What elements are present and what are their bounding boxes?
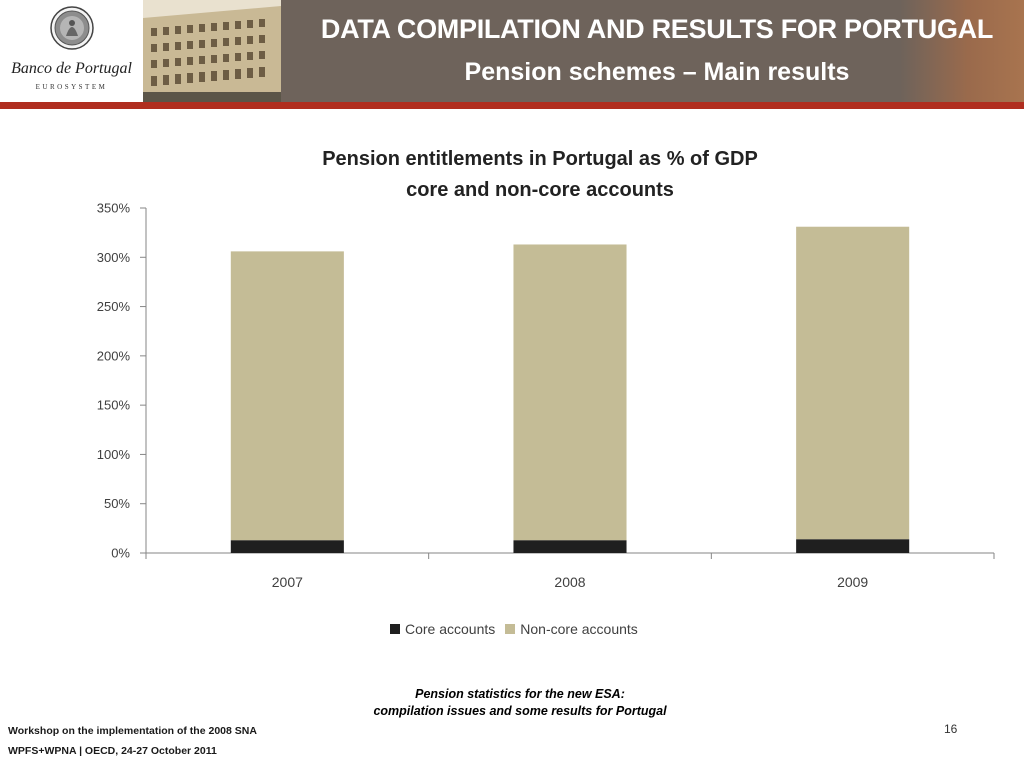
chart-legend: Core accounts Non-core accounts xyxy=(390,619,648,639)
chart-title: Pension entitlements in Portugal as % of… xyxy=(322,148,758,170)
chart-subtitle: core and non-core accounts xyxy=(406,179,674,201)
y-tick-label: 0% xyxy=(111,546,130,561)
stacked-bar-chart: 0% 50% 100% 150% 200% 250% 300% 350% 2007 2008 200… xyxy=(97,201,995,590)
legend-item: Non-core accounts xyxy=(505,621,638,637)
y-tick-label: 150% xyxy=(97,398,131,413)
bank-logo: Banco de Portugal EUROSYSTEM xyxy=(0,0,143,102)
y-tick-label: 250% xyxy=(97,299,131,314)
footer-caption: Pension statistics for the new ESA: comp… xyxy=(330,686,710,720)
logo-subtitle: EUROSYSTEM xyxy=(35,83,108,91)
bar-non-core-accounts xyxy=(796,226,910,540)
footer-caption-line2: compilation issues and some results for … xyxy=(373,704,667,718)
y-tick-label: 100% xyxy=(97,447,131,462)
y-tick-label: 50% xyxy=(104,496,130,511)
slide-title: DATA COMPILATION AND RESULTS FOR PORTUGA… xyxy=(320,14,994,44)
legend-item: Core accounts xyxy=(390,621,495,637)
legend-swatch xyxy=(505,624,516,634)
x-category-label: 2007 xyxy=(272,574,303,590)
x-category-label: 2009 xyxy=(837,574,868,590)
x-category-label: 2008 xyxy=(554,574,585,590)
legend-label: Core accounts xyxy=(405,621,496,637)
workshop-info: Workshop on the implementation of the 20… xyxy=(8,721,257,761)
y-tick-label: 200% xyxy=(97,348,131,363)
legend-label: Non-core accounts xyxy=(520,621,638,637)
building-photo xyxy=(143,0,281,102)
slide-header: Banco de Portugal EUROSYSTEM xyxy=(0,0,1024,102)
footer-caption-line1: Pension statistics for the new ESA: xyxy=(415,687,625,701)
seal-icon xyxy=(50,6,94,50)
workshop-line2: WPFS+WPNA | OECD, 24-27 October 2011 xyxy=(8,745,217,757)
slide-subtitle: Pension schemes – Main results xyxy=(464,58,850,86)
logo-name: Banco de Portugal xyxy=(11,60,132,77)
y-tick-label: 300% xyxy=(97,250,131,265)
workshop-line1: Workshop on the implementation of the 20… xyxy=(8,725,257,737)
header-decoration xyxy=(900,0,1024,102)
header-divider xyxy=(0,102,1024,109)
bar-non-core-accounts xyxy=(513,244,627,541)
chart-title-block: Pension entitlements in Portugal as % of… xyxy=(300,144,780,206)
legend-swatch xyxy=(390,624,400,634)
page-number: 16 xyxy=(944,722,958,736)
bar-core-accounts xyxy=(796,539,910,553)
bar-core-accounts xyxy=(230,540,344,553)
bar-core-accounts xyxy=(513,540,627,553)
bar-non-core-accounts xyxy=(230,251,344,541)
y-tick-label: 350% xyxy=(97,201,131,216)
